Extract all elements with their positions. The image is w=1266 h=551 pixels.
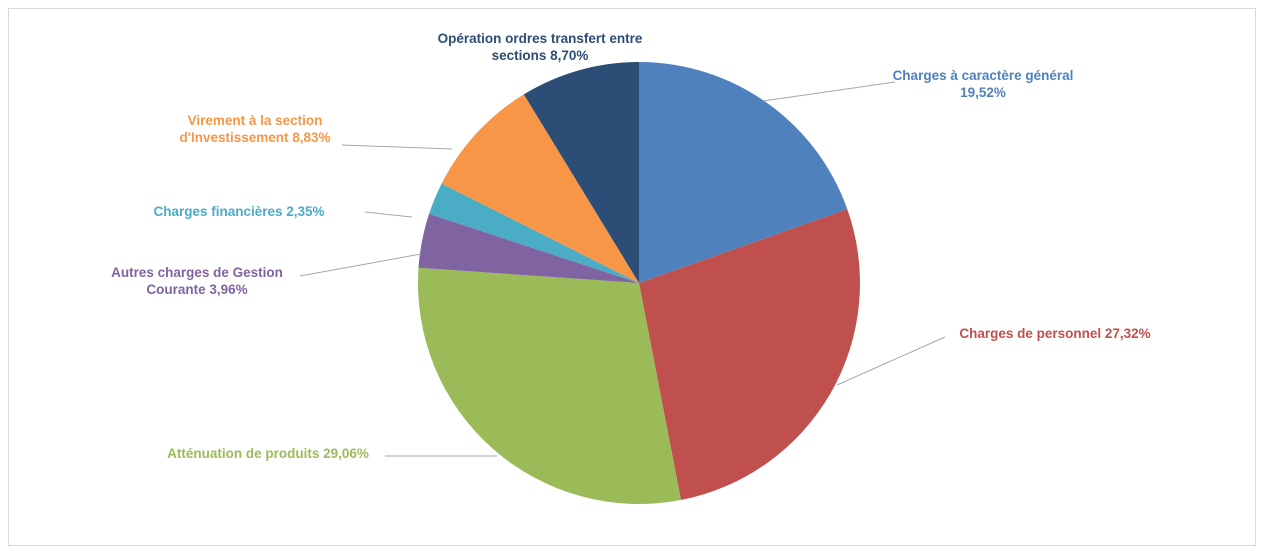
slice-labels: Charges à caractère général 19,52%Charges… bbox=[111, 31, 1151, 461]
slice-label-operation-ordres-transfert-entre-sections: Opération ordres transfert entre sections… bbox=[438, 31, 643, 63]
pie-slice-attenuation-de-produits bbox=[418, 267, 681, 504]
slice-label-line: Charges de personnel 27,32% bbox=[959, 326, 1150, 341]
slice-label-line: Charges financières 2,35% bbox=[153, 204, 324, 219]
slice-label-charges-financieres: Charges financières 2,35% bbox=[153, 204, 324, 219]
pie-slices bbox=[418, 62, 861, 504]
pie-slice-charges-de-personnel bbox=[639, 209, 861, 500]
leader-line-charges-a-caractere-general bbox=[762, 81, 896, 102]
slice-label-virement-a-la-section-d-investissement: Virement à la section d'Investissement 8,… bbox=[179, 113, 330, 145]
slice-label-line: Virement à la section bbox=[188, 113, 323, 128]
leader-line-autres-charges-de-gestion-courante bbox=[299, 253, 422, 277]
slice-label-line: Opération ordres transfert entre bbox=[438, 31, 643, 46]
pie-slice-charges-financieres bbox=[429, 183, 639, 283]
pie-slice-operation-ordres-transfert-entre-sections bbox=[523, 62, 639, 283]
slice-label-line: Atténuation de produits 29,06% bbox=[167, 446, 369, 461]
slice-label-line: 19,52% bbox=[960, 85, 1006, 100]
slice-label-line: Autres charges de Gestion bbox=[111, 265, 283, 280]
slice-label-line: Charges à caractère général bbox=[893, 68, 1074, 83]
leader-line-virement-a-la-section-d-investissement bbox=[341, 144, 453, 150]
pie-slice-charges-a-caractere-general bbox=[639, 62, 848, 283]
pie-slice-virement-a-la-section-d-investissement bbox=[441, 94, 639, 283]
pie-slice-autres-charges-de-gestion-courante bbox=[418, 213, 639, 283]
slice-label-attenuation-de-produits: Atténuation de produits 29,06% bbox=[167, 446, 369, 461]
slice-label-autres-charges-de-gestion-courante: Autres charges de Gestion Courante 3,96% bbox=[111, 265, 283, 297]
slice-label-line: sections 8,70% bbox=[492, 48, 589, 63]
leader-lines bbox=[299, 81, 946, 457]
slice-label-charges-a-caractere-general: Charges à caractère général 19,52% bbox=[893, 68, 1074, 100]
slice-label-line: Courante 3,96% bbox=[146, 282, 247, 297]
slice-label-line: d'Investissement 8,83% bbox=[179, 130, 330, 145]
leader-line-charges-financieres bbox=[364, 211, 413, 218]
leader-line-charges-de-personnel bbox=[836, 336, 946, 386]
slice-label-charges-de-personnel: Charges de personnel 27,32% bbox=[959, 326, 1150, 341]
